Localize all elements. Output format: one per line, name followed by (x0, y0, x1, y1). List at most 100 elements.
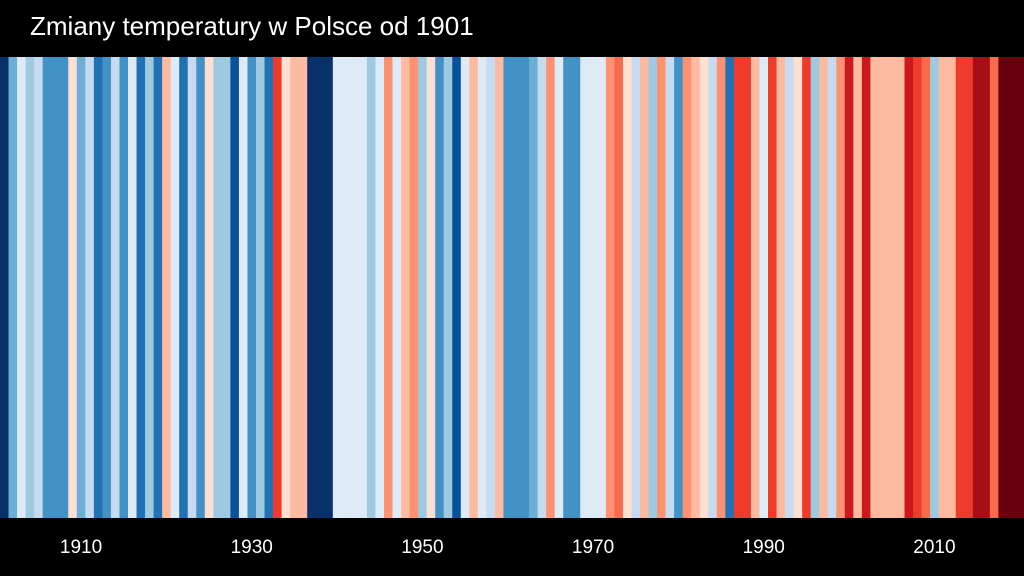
stripe-1906 (42, 57, 52, 518)
stripe-1934 (281, 57, 291, 518)
stripe-2012 (947, 57, 957, 518)
stripe-1981 (682, 57, 692, 518)
stripe-1902 (8, 57, 18, 518)
stripe-1978 (657, 57, 667, 518)
stripe-1997 (819, 57, 829, 518)
stripe-1912 (93, 57, 103, 518)
stripe-1904 (25, 57, 35, 518)
stripe-2002 (861, 57, 871, 518)
stripe-1979 (665, 57, 675, 518)
stripe-1955 (460, 57, 470, 518)
stripe-1901 (0, 57, 10, 518)
stripe-1938 (315, 57, 325, 518)
x-tick-label: 1950 (401, 537, 443, 558)
stripe-1961 (512, 57, 522, 518)
stripe-1962 (520, 57, 530, 518)
stripe-1921 (170, 57, 180, 518)
stripe-1980 (674, 57, 684, 518)
stripe-1975 (631, 57, 641, 518)
stripe-2007 (904, 57, 914, 518)
stripe-2013 (955, 57, 965, 518)
stripe-1971 (597, 57, 607, 518)
x-tick-label: 1930 (231, 537, 273, 558)
stripe-1977 (648, 57, 658, 518)
stripe-1922 (179, 57, 189, 518)
stripe-1913 (102, 57, 112, 518)
stripe-1985 (716, 57, 726, 518)
stripe-1992 (776, 57, 786, 518)
stripe-1991 (768, 57, 778, 518)
stripe-1953 (443, 57, 453, 518)
stripe-1937 (307, 57, 317, 518)
x-tick-label: 1910 (60, 537, 102, 558)
stripe-2009 (921, 57, 931, 518)
stripe-1943 (358, 57, 368, 518)
stripe-1908 (59, 57, 69, 518)
stripe-1960 (503, 57, 513, 518)
stripe-2006 (896, 57, 906, 518)
stripe-1951 (426, 57, 436, 518)
stripe-2011 (938, 57, 948, 518)
stripe-1952 (435, 57, 445, 518)
stripe-1949 (409, 57, 419, 518)
stripe-1930 (247, 57, 257, 518)
stripe-1920 (162, 57, 172, 518)
stripe-1940 (332, 57, 342, 518)
stripe-1924 (196, 57, 206, 518)
stripe-1996 (810, 57, 820, 518)
stripe-1976 (640, 57, 650, 518)
stripe-1919 (153, 57, 163, 518)
stripe-1999 (836, 57, 846, 518)
stripe-2018 (998, 57, 1008, 518)
stripe-1933 (273, 57, 283, 518)
chart-title: Zmiany temperatury w Polsce od 1901 (30, 11, 474, 41)
stripe-1958 (486, 57, 496, 518)
stripe-1972 (605, 57, 615, 518)
stripe-2005 (887, 57, 897, 518)
stripe-group (0, 57, 1024, 518)
stripe-2016 (981, 57, 991, 518)
stripe-1917 (136, 57, 146, 518)
stripe-1945 (375, 57, 385, 518)
stripe-1969 (580, 57, 590, 518)
stripe-1947 (392, 57, 402, 518)
stripe-2003 (870, 57, 880, 518)
stripe-2001 (853, 57, 863, 518)
stripe-2000 (844, 57, 854, 518)
stripe-1941 (341, 57, 351, 518)
stripe-1950 (418, 57, 428, 518)
stripe-1909 (68, 57, 78, 518)
stripe-1982 (691, 57, 701, 518)
stripe-2004 (878, 57, 889, 518)
stripe-1983 (699, 57, 709, 518)
stripe-1903 (17, 57, 27, 518)
x-tick-label: 1970 (572, 537, 614, 558)
stripe-1989 (750, 57, 761, 518)
stripe-1946 (384, 57, 394, 518)
stripe-1993 (785, 57, 795, 518)
stripe-1942 (349, 57, 359, 518)
stripe-1910 (76, 57, 86, 518)
stripe-1916 (128, 57, 138, 518)
stripe-1973 (614, 57, 624, 518)
stripe-1929 (238, 57, 249, 518)
stripe-2008 (913, 57, 923, 518)
stripe-1935 (290, 57, 300, 518)
stripe-1915 (119, 57, 129, 518)
stripe-1966 (554, 57, 564, 518)
stripe-1948 (401, 57, 411, 518)
stripe-1944 (366, 57, 377, 518)
stripe-1990 (759, 57, 769, 518)
stripe-1927 (221, 57, 231, 518)
stripe-1905 (34, 57, 44, 518)
x-tick-label: 2010 (913, 537, 955, 558)
stripe-1970 (588, 57, 598, 518)
stripe-1914 (110, 57, 121, 518)
stripe-2010 (930, 57, 940, 518)
stripe-1911 (85, 57, 95, 518)
x-axis-ticks: 1910 1930 1950 1970 1990 2010 (60, 537, 956, 558)
stripe-1932 (264, 57, 274, 518)
stripe-1987 (733, 57, 743, 518)
